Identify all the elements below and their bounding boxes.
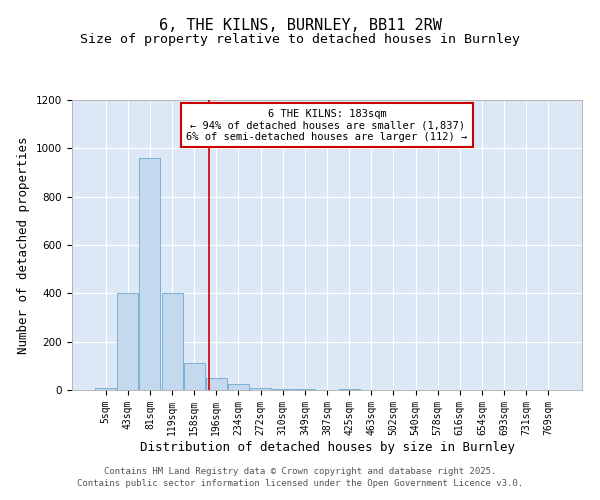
Bar	[206, 378, 227, 390]
Bar	[118, 294, 139, 390]
Bar	[95, 388, 116, 390]
Text: 6, THE KILNS, BURNLEY, BB11 2RW: 6, THE KILNS, BURNLEY, BB11 2RW	[158, 18, 442, 32]
Bar	[184, 364, 205, 390]
Bar	[250, 388, 271, 390]
Text: 6 THE KILNS: 183sqm
← 94% of detached houses are smaller (1,837)
6% of semi-deta: 6 THE KILNS: 183sqm ← 94% of detached ho…	[187, 108, 467, 142]
Text: Size of property relative to detached houses in Burnley: Size of property relative to detached ho…	[80, 32, 520, 46]
Bar	[228, 384, 249, 390]
Bar	[161, 294, 182, 390]
Bar	[338, 389, 359, 390]
Text: Contains HM Land Registry data © Crown copyright and database right 2025.
Contai: Contains HM Land Registry data © Crown c…	[77, 466, 523, 487]
Y-axis label: Number of detached properties: Number of detached properties	[17, 136, 31, 354]
X-axis label: Distribution of detached houses by size in Burnley: Distribution of detached houses by size …	[139, 440, 515, 454]
Bar	[295, 389, 316, 390]
Bar	[139, 158, 160, 390]
Bar	[272, 389, 293, 390]
